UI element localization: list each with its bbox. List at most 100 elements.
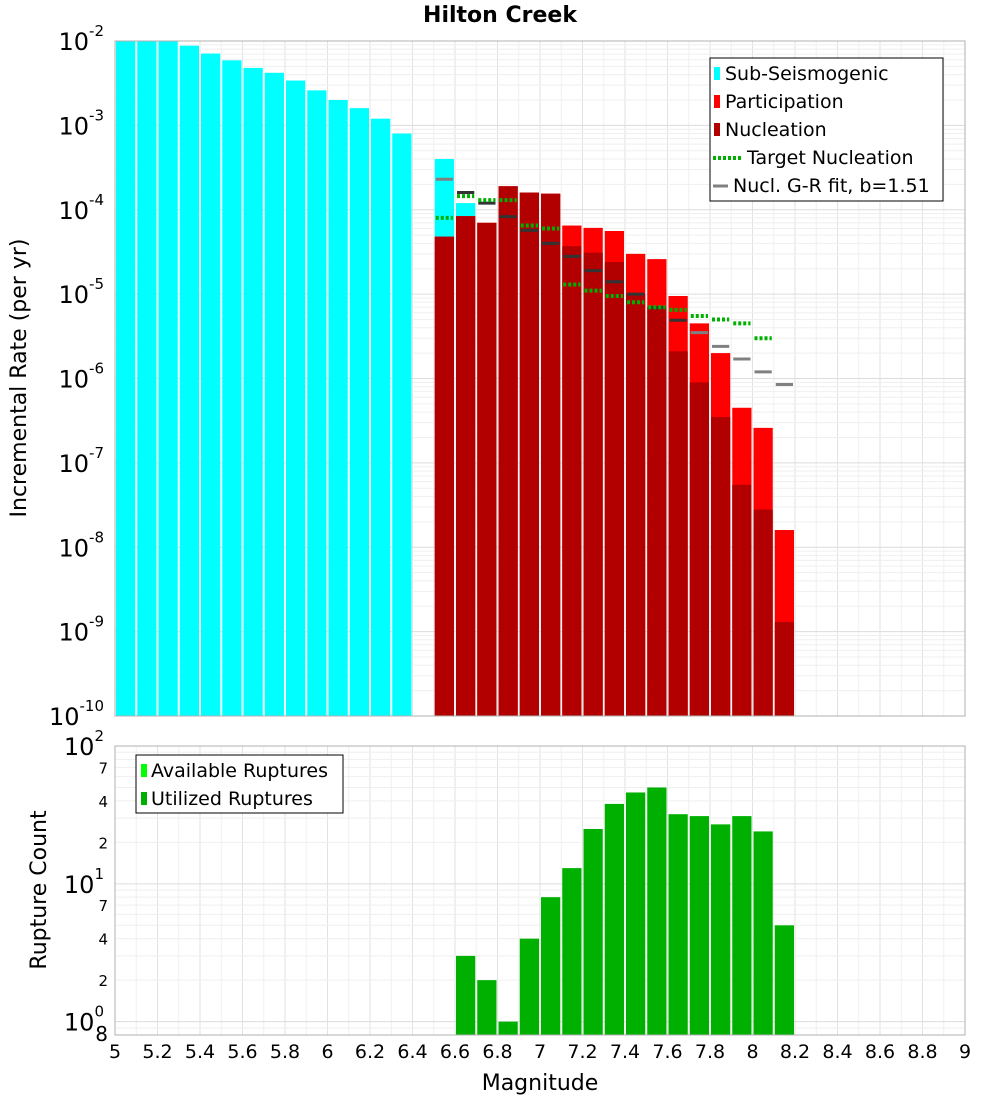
x-tick-label: 5.2 <box>142 1041 172 1063</box>
bar-utilized-ruptures <box>604 803 624 1035</box>
bar-sub-seismogenic <box>264 72 284 717</box>
x-tick-label: 6.8 <box>482 1041 512 1063</box>
x-tick-label: 8 <box>746 1041 758 1063</box>
x-tick-label: 5 <box>109 1041 121 1063</box>
bar-nucleation <box>732 484 752 716</box>
bar-utilized-ruptures <box>541 897 561 1035</box>
bar-sub-seismogenic <box>222 60 242 717</box>
bar-sub-seismogenic <box>371 118 391 716</box>
bar-nucleation <box>668 351 688 716</box>
legend-label: Participation <box>725 91 844 113</box>
bar-sub-seismogenic <box>328 99 348 717</box>
bar-nucleation <box>689 382 709 716</box>
x-tick-label: 8.2 <box>780 1041 810 1063</box>
bar-nucleation <box>434 236 454 716</box>
x-tick-label: 5.4 <box>185 1041 215 1063</box>
bar-nucleation <box>626 294 646 716</box>
y-tick-label: 10-3 <box>58 106 104 140</box>
y-tick-label: 2 <box>98 834 108 852</box>
x-tick-label: 6.2 <box>355 1041 385 1063</box>
y-tick-label: 10-7 <box>58 444 104 478</box>
top-y-tick-labels: 10-2 10-3 10-4 10-5 10-6 10-7 10-8 10-9 10-10 <box>49 22 104 731</box>
bar-utilized-ruptures <box>774 925 794 1035</box>
x-tick-label: 6.4 <box>397 1041 427 1063</box>
y-tick-label: 102 <box>64 727 104 761</box>
legend-label: Available Ruptures <box>151 760 328 782</box>
y-tick-label: 7 <box>98 897 108 915</box>
y-tick-label: 10-4 <box>58 191 104 225</box>
y-tick-label: 10-5 <box>58 275 104 309</box>
bar-nucleation <box>562 246 582 716</box>
bar-utilized-ruptures <box>519 938 539 1035</box>
y-tick-label: 10-10 <box>49 697 104 731</box>
x-tick-label: 7 <box>534 1041 546 1063</box>
x-tick-label: 6.6 <box>440 1041 470 1063</box>
bar-utilized-ruptures <box>647 787 667 1035</box>
bar-nucleation <box>477 222 497 716</box>
x-tick-label: 8.4 <box>822 1041 852 1063</box>
x-tick-labels: 5 5.2 5.4 5.6 5.8 6 6.2 6.4 6.6 6.8 7 7.2 7.4 7.6 7.8 8… <box>109 1041 971 1063</box>
x-tick-label: 9 <box>959 1041 971 1063</box>
bar-sub-seismogenic <box>349 108 369 717</box>
x-axis-label: Magnitude <box>482 1071 599 1096</box>
bar-sub-seismogenic <box>201 53 221 717</box>
y-tick-label: 100 <box>64 1003 104 1037</box>
x-tick-label: 7.4 <box>610 1041 640 1063</box>
y-tick-label: 4 <box>98 931 108 949</box>
bar-utilized-ruptures <box>689 816 709 1035</box>
bar-utilized-ruptures <box>456 955 476 1035</box>
bar-utilized-ruptures <box>498 1021 518 1035</box>
top-bars <box>116 41 794 717</box>
bar-sub-seismogenic <box>392 133 412 717</box>
legend-label: Utilized Ruptures <box>151 788 313 810</box>
bar-nucleation <box>456 216 476 717</box>
bar-utilized-ruptures <box>753 831 773 1035</box>
x-tick-label: 5.6 <box>227 1041 257 1063</box>
legend-swatch <box>141 792 147 805</box>
y-tick-label: 101 <box>64 865 104 899</box>
bar-sub-seismogenic <box>116 41 136 716</box>
legend-swatch <box>714 123 720 136</box>
bar-nucleation <box>498 186 518 716</box>
top-legend: Sub-Seismogenic Participation Nucleation Ta… <box>709 57 944 202</box>
bar-nucleation <box>604 262 624 716</box>
bar-utilized-ruptures <box>477 980 497 1035</box>
legend-swatch <box>141 764 147 777</box>
bottom-grid <box>114 746 966 1036</box>
legend-label: Sub-Seismogenic <box>725 63 889 85</box>
bottom-bars <box>456 787 794 1035</box>
bar-utilized-ruptures <box>583 828 603 1035</box>
y-tick-label: 7 <box>98 759 108 777</box>
bar-sub-seismogenic <box>137 41 157 716</box>
y-tick-label: 8 <box>95 1022 108 1046</box>
x-tick-label: 6 <box>321 1041 333 1063</box>
bar-sub-seismogenic <box>286 80 306 716</box>
bar-utilized-ruptures <box>732 816 752 1035</box>
bottom-legend: Available Ruptures Utilized Ruptures <box>135 754 344 814</box>
bar-nucleation <box>583 252 603 716</box>
bar-nucleation-m8-1 <box>774 622 794 716</box>
legend-label: Nucleation <box>725 119 827 141</box>
x-tick-label: 7.8 <box>695 1041 725 1063</box>
bar-utilized-ruptures <box>668 814 688 1035</box>
bar-utilized-ruptures <box>711 824 731 1035</box>
bar-sub-seismogenic <box>179 45 199 717</box>
bar-nucleation <box>647 307 667 716</box>
legend-label: Nucl. G-R fit, b=1.51 <box>733 175 930 197</box>
y-tick-label: 10-6 <box>58 360 104 394</box>
y-tick-label: 2 <box>98 972 108 990</box>
top-plot-frame <box>114 40 966 717</box>
top-legend-box <box>709 57 944 202</box>
legend-swatch <box>714 67 720 80</box>
bar-sub-seismogenic <box>158 41 178 716</box>
top-y-axis-label: Incremental Rate (per yr) <box>7 239 32 518</box>
bar-nucleation <box>519 192 539 717</box>
bar-utilized-ruptures <box>626 792 646 1035</box>
bottom-legend-box <box>135 754 344 814</box>
x-tick-label: 5.8 <box>270 1041 300 1063</box>
y-tick-label: 4 <box>98 793 108 811</box>
bar-nucleation <box>711 416 731 716</box>
bar-nucleation <box>541 193 561 716</box>
y-tick-label: 10-2 <box>58 22 104 56</box>
